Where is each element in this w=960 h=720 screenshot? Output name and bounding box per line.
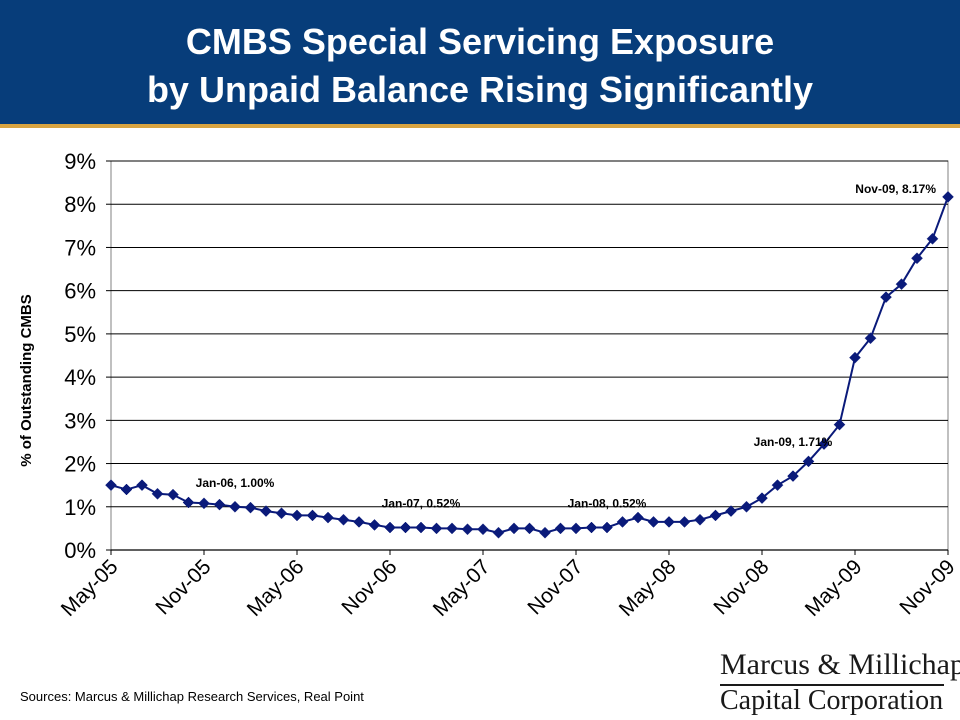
data-point <box>678 516 691 528</box>
data-point <box>570 522 582 535</box>
data-point <box>151 487 164 500</box>
data-point <box>926 232 939 245</box>
data-point <box>275 507 288 520</box>
x-tick-label: Nov-06 <box>337 555 401 619</box>
slide-header: CMBS Special Servicing Exposure by Unpai… <box>0 0 960 124</box>
header-accent-rule <box>0 124 960 128</box>
logo-line1: Marcus & Millichap <box>720 648 960 681</box>
data-point <box>306 509 319 522</box>
data-label: Nov-09, 8.17% <box>855 182 936 196</box>
y-tick-label: 1% <box>64 495 96 520</box>
data-point <box>864 332 877 345</box>
data-point <box>384 521 396 534</box>
y-axis-label: % of Outstanding CMBS <box>18 294 35 467</box>
data-point <box>709 509 722 522</box>
slide-title-line2: by Unpaid Balance Rising Significantly <box>146 69 814 110</box>
x-tick-label: Nov-07 <box>523 555 587 619</box>
data-point <box>229 500 241 513</box>
data-point <box>368 519 381 531</box>
data-point <box>213 498 226 511</box>
data-point <box>337 513 350 526</box>
data-point <box>725 505 737 517</box>
data-point <box>632 511 644 524</box>
y-tick-label: 3% <box>64 408 96 433</box>
data-point <box>260 505 272 517</box>
data-label: Jan-07, 0.52% <box>382 497 461 511</box>
y-tick-label: 9% <box>64 149 96 174</box>
data-point <box>105 479 117 492</box>
logo-line2: Capital Corporation <box>720 685 944 716</box>
data-point <box>120 483 133 496</box>
data-point <box>399 521 412 534</box>
data-point <box>942 191 954 203</box>
data-point <box>895 278 908 291</box>
x-tick-label: May-06 <box>243 555 309 621</box>
y-tick-label: 8% <box>64 192 96 217</box>
data-point <box>694 513 706 526</box>
plot-area <box>110 160 949 551</box>
data-point <box>539 526 551 539</box>
data-point <box>787 470 799 482</box>
source-note: Sources: Marcus & Millichap Research Ser… <box>20 689 364 704</box>
data-point <box>616 516 629 528</box>
data-point <box>756 492 768 504</box>
x-tick-label: May-05 <box>57 555 123 621</box>
data-point <box>523 522 536 535</box>
x-tick-label: Nov-05 <box>151 555 215 619</box>
data-point <box>585 521 598 534</box>
data-point <box>477 523 489 536</box>
data-point <box>461 523 474 536</box>
x-tick-label: May-09 <box>801 555 867 621</box>
data-point <box>353 516 365 528</box>
company-logo: Marcus & Millichap Capital Corporation <box>716 647 960 716</box>
data-point <box>198 497 210 510</box>
line-chart: 0% 1% 2% 3% 4% 5% 6% 7% 8% 9% % of Outstanding CMB… <box>18 149 960 621</box>
data-point <box>818 438 830 450</box>
x-tick-label: Nov-09 <box>895 555 959 619</box>
data-point <box>833 418 846 431</box>
x-tick-label: May-08 <box>615 555 681 621</box>
data-point <box>601 521 613 534</box>
data-point <box>911 252 923 265</box>
data-label: Jan-08, 0.52% <box>568 497 647 511</box>
y-tick-label: 7% <box>64 235 96 260</box>
y-tick-label: 4% <box>64 365 96 390</box>
logo-rule <box>720 684 944 686</box>
data-point <box>446 522 458 535</box>
x-tick-label: Nov-08 <box>709 555 773 619</box>
data-point <box>430 522 443 535</box>
data-point <box>802 455 815 468</box>
data-point <box>740 500 753 513</box>
y-tick-label: 0% <box>64 538 96 563</box>
y-tick-label: 5% <box>64 322 96 347</box>
y-tick-label: 6% <box>64 279 96 304</box>
data-point <box>663 516 675 528</box>
data-point <box>136 479 148 492</box>
data-point <box>291 509 303 522</box>
x-tick-label: May-07 <box>429 555 495 621</box>
data-point <box>771 479 784 492</box>
data-point <box>880 291 892 304</box>
data-point <box>508 522 520 535</box>
data-point <box>849 351 861 364</box>
y-tick-label: 2% <box>64 452 96 477</box>
data-point <box>415 521 427 534</box>
data-point <box>554 522 567 535</box>
data-point <box>322 511 334 524</box>
data-point <box>167 488 179 501</box>
data-point <box>647 516 660 528</box>
slide-title-line1: CMBS Special Servicing Exposure <box>185 21 775 62</box>
data-label: Jan-09, 1.71% <box>754 435 833 449</box>
data-label: Jan-06, 1.00% <box>196 476 275 490</box>
data-point <box>244 501 257 514</box>
data-point <box>492 526 505 539</box>
data-point <box>182 496 195 509</box>
